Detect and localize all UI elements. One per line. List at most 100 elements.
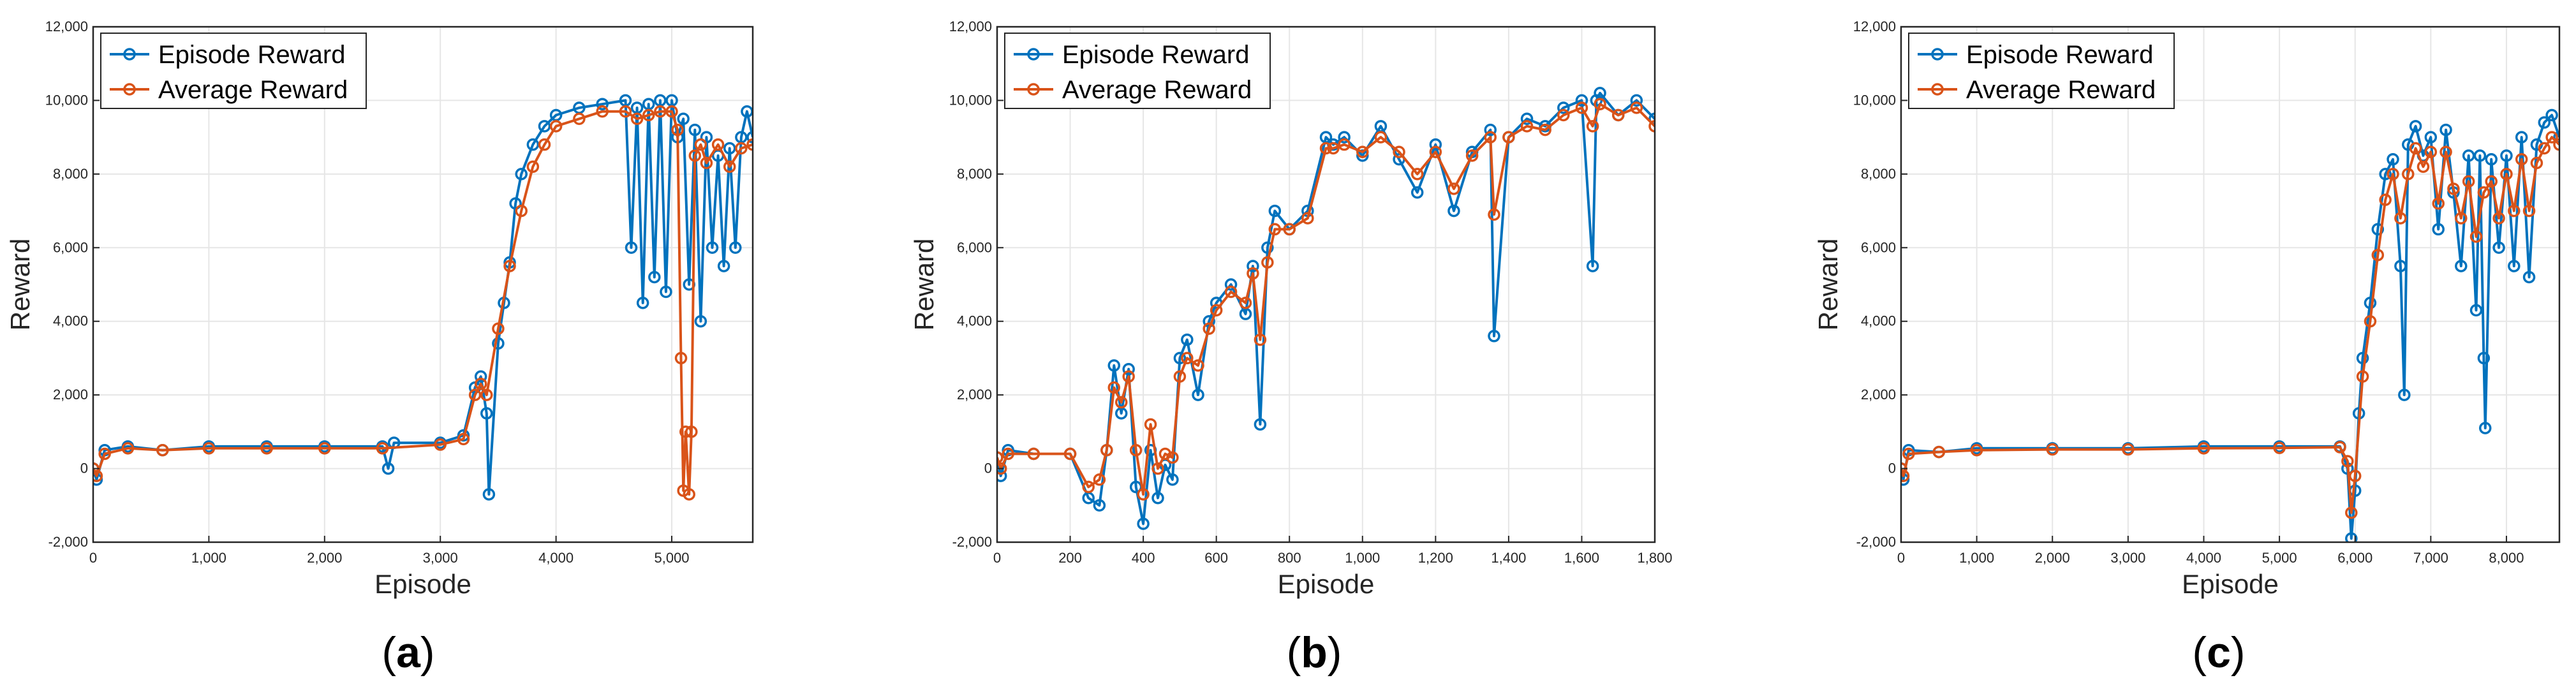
y-tick-label: 4,000 xyxy=(957,313,992,329)
data-point-average-reward xyxy=(1630,101,1643,114)
y-tick-label: 2,000 xyxy=(53,387,88,402)
data-point-episode-reward xyxy=(625,241,638,255)
data-point-average-reward xyxy=(1539,123,1551,137)
data-point-episode-reward xyxy=(1254,418,1267,431)
data-point-episode-reward xyxy=(2473,149,2487,162)
data-point-average-reward xyxy=(685,425,698,438)
data-point-average-reward xyxy=(711,138,725,151)
data-point-average-reward xyxy=(1594,98,1606,110)
x-tick-label: 0 xyxy=(1897,550,1905,566)
data-point-episode-reward xyxy=(1224,278,1238,291)
legend-swatch-marker xyxy=(1931,83,1944,96)
y-tick-label: 6,000 xyxy=(53,239,88,255)
data-point-average-reward xyxy=(1520,120,1534,133)
data-point-average-reward xyxy=(2348,469,2362,482)
data-point-episode-reward xyxy=(1575,94,1588,107)
plot-area xyxy=(1901,27,2559,542)
data-point-episode-reward xyxy=(660,285,672,299)
data-point-average-reward xyxy=(746,138,753,151)
data-point-average-reward xyxy=(2492,212,2505,225)
data-point-average-reward xyxy=(1254,333,1267,346)
data-point-average-reward xyxy=(1192,359,1204,372)
y-tick-label: 10,000 xyxy=(45,92,88,108)
data-point-average-reward xyxy=(2197,442,2210,455)
series-line-average-reward xyxy=(93,110,753,496)
data-point-episode-reward xyxy=(2492,241,2505,255)
data-point-average-reward xyxy=(549,120,563,133)
data-point-average-reward xyxy=(700,156,713,170)
data-point-average-reward xyxy=(526,160,540,174)
data-point-episode-reward xyxy=(723,142,736,155)
data-point-average-reward xyxy=(2417,160,2430,174)
series-group xyxy=(997,87,1655,530)
data-point-average-reward xyxy=(2334,441,2346,454)
data-point-episode-reward xyxy=(482,488,496,501)
x-tick-label: 4,000 xyxy=(538,550,574,566)
series-group xyxy=(1901,108,2559,542)
data-point-episode-reward xyxy=(2477,351,2491,365)
x-tick-label: 0 xyxy=(89,550,97,566)
data-point-average-reward xyxy=(1901,469,1910,482)
data-point-episode-reward xyxy=(1520,112,1534,126)
data-point-episode-reward xyxy=(2398,388,2411,401)
data-point-episode-reward xyxy=(997,469,1007,482)
data-point-average-reward xyxy=(1447,182,1460,195)
data-point-episode-reward xyxy=(746,131,753,144)
data-point-average-reward xyxy=(434,438,447,451)
data-point-episode-reward xyxy=(1484,123,1497,137)
series-line-average-reward xyxy=(997,103,1655,496)
data-point-average-reward xyxy=(1465,149,1479,162)
y-tick-label: 6,000 xyxy=(1861,239,1896,255)
data-point-average-reward xyxy=(503,260,516,272)
data-point-average-reward xyxy=(2356,370,2369,383)
data-point-average-reward xyxy=(1173,370,1187,383)
x-tick-label: 3,000 xyxy=(2110,550,2145,566)
data-point-average-reward xyxy=(1063,447,1077,461)
data-point-episode-reward xyxy=(2469,304,2483,317)
data-point-average-reward xyxy=(156,443,169,457)
data-point-episode-reward xyxy=(1151,491,1164,505)
data-point-average-reward xyxy=(2402,168,2415,181)
data-point-average-reward xyxy=(1181,351,1194,365)
data-point-average-reward xyxy=(1247,267,1259,280)
data-point-episode-reward xyxy=(457,429,470,442)
data-point-average-reward xyxy=(202,442,216,455)
y-tick-label: 8,000 xyxy=(53,166,88,182)
data-point-average-reward xyxy=(457,432,470,446)
x-tick-label: 400 xyxy=(1132,550,1155,566)
data-point-average-reward xyxy=(1082,480,1095,494)
data-point-average-reward xyxy=(1586,120,1599,133)
data-point-episode-reward xyxy=(2432,223,2445,236)
legend: Episode Reward Average Reward xyxy=(100,33,367,109)
legend-label: Average Reward xyxy=(1062,76,1252,104)
data-point-average-reward xyxy=(723,160,736,174)
data-point-average-reward xyxy=(121,442,135,455)
data-point-average-reward xyxy=(1129,443,1143,457)
data-point-episode-reward xyxy=(1557,101,1570,114)
data-point-average-reward xyxy=(1137,488,1150,501)
data-point-episode-reward xyxy=(492,337,505,350)
x-tick-label: 6,000 xyxy=(2337,550,2372,566)
data-point-average-reward xyxy=(2341,455,2354,468)
data-point-episode-reward xyxy=(1181,333,1194,346)
chart-panel-a: 0 1,000 2,000 3,000 4,000 5,000-2,00002,0004,… xyxy=(5,18,754,677)
axes-box xyxy=(92,26,754,543)
y-tick-label: 6,000 xyxy=(957,239,992,255)
chart-panel-c: 0 1,000 2,000 3,000 4,000 5,000 6,000 7,000 8,00… xyxy=(1813,18,2561,677)
chart-panel-b: 0 200 400 600 800 1,000 1,200 1,400 1,600 1,800 -2… xyxy=(909,18,1673,677)
data-point-average-reward xyxy=(671,123,684,137)
data-point-episode-reward xyxy=(2364,297,2377,309)
legend: Episode Reward Average Reward xyxy=(1908,33,2175,109)
data-point-average-reward xyxy=(2273,441,2286,455)
data-point-episode-reward xyxy=(2485,153,2498,166)
data-point-episode-reward xyxy=(2455,260,2468,272)
legend-label: Average Reward xyxy=(1966,76,2156,104)
data-point-average-reward xyxy=(2477,186,2491,199)
data-point-average-reward xyxy=(1327,142,1340,155)
data-point-episode-reward xyxy=(1338,131,1351,144)
data-point-average-reward xyxy=(1488,208,1500,221)
data-point-average-reward xyxy=(1114,395,1128,409)
data-point-average-reward xyxy=(2046,443,2059,456)
panel-label: (c) xyxy=(2192,628,2245,677)
